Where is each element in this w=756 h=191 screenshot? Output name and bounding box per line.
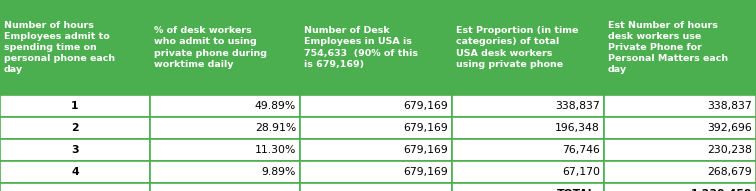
Bar (604, 161, 756, 183)
Bar (150, 139, 300, 161)
Text: 1,230,450: 1,230,450 (691, 189, 752, 191)
Bar (452, 117, 604, 139)
Bar (150, 183, 300, 191)
Text: 76,746: 76,746 (562, 145, 600, 155)
Bar (452, 183, 604, 191)
Bar (452, 161, 604, 183)
Text: 679,169: 679,169 (403, 145, 448, 155)
Text: 679,169: 679,169 (403, 167, 448, 177)
Text: 196,348: 196,348 (555, 123, 600, 133)
Text: Est Proportion (in time
categories) of total
USA desk workers
using private phon: Est Proportion (in time categories) of t… (456, 26, 578, 69)
Text: Number of Desk
Employees in USA is
754,633  (90% of this
is 679,169): Number of Desk Employees in USA is 754,6… (304, 26, 418, 69)
Text: 679,169: 679,169 (403, 123, 448, 133)
Text: 230,238: 230,238 (707, 145, 752, 155)
Text: Est Number of hours
desk workers use
Private Phone for
Personal Matters each
day: Est Number of hours desk workers use Pri… (608, 21, 728, 74)
Bar (0, 183, 150, 191)
Bar (300, 183, 452, 191)
Bar (604, 0, 756, 95)
Text: 2: 2 (71, 123, 79, 133)
Bar (0, 117, 150, 139)
Text: 1: 1 (71, 101, 79, 111)
Text: 338,837: 338,837 (708, 101, 752, 111)
Bar (300, 161, 452, 183)
Bar (150, 117, 300, 139)
Bar (300, 0, 452, 95)
Bar (0, 139, 150, 161)
Text: 28.91%: 28.91% (255, 123, 296, 133)
Text: 67,170: 67,170 (562, 167, 600, 177)
Bar (604, 95, 756, 117)
Text: 268,679: 268,679 (708, 167, 752, 177)
Bar (150, 0, 300, 95)
Bar (452, 139, 604, 161)
Bar (452, 95, 604, 117)
Bar (604, 183, 756, 191)
Bar (150, 95, 300, 117)
Bar (0, 0, 150, 95)
Text: 392,696: 392,696 (708, 123, 752, 133)
Bar (300, 117, 452, 139)
Text: Number of hours
Employees admit to
spending time on
personal phone each
day: Number of hours Employees admit to spend… (4, 21, 115, 74)
Bar (604, 117, 756, 139)
Text: 3: 3 (71, 145, 79, 155)
Bar (0, 95, 150, 117)
Text: 9.89%: 9.89% (262, 167, 296, 177)
Bar (300, 95, 452, 117)
Bar (0, 161, 150, 183)
Text: TOTAL:: TOTAL: (557, 189, 600, 191)
Text: 11.30%: 11.30% (255, 145, 296, 155)
Text: 679,169: 679,169 (403, 101, 448, 111)
Bar (452, 0, 604, 95)
Bar (300, 139, 452, 161)
Bar (604, 139, 756, 161)
Text: % of desk workers
who admit to using
private phone during
worktime daily: % of desk workers who admit to using pri… (154, 26, 267, 69)
Bar (150, 161, 300, 183)
Text: 4: 4 (71, 167, 79, 177)
Text: 49.89%: 49.89% (255, 101, 296, 111)
Text: 338,837: 338,837 (555, 101, 600, 111)
